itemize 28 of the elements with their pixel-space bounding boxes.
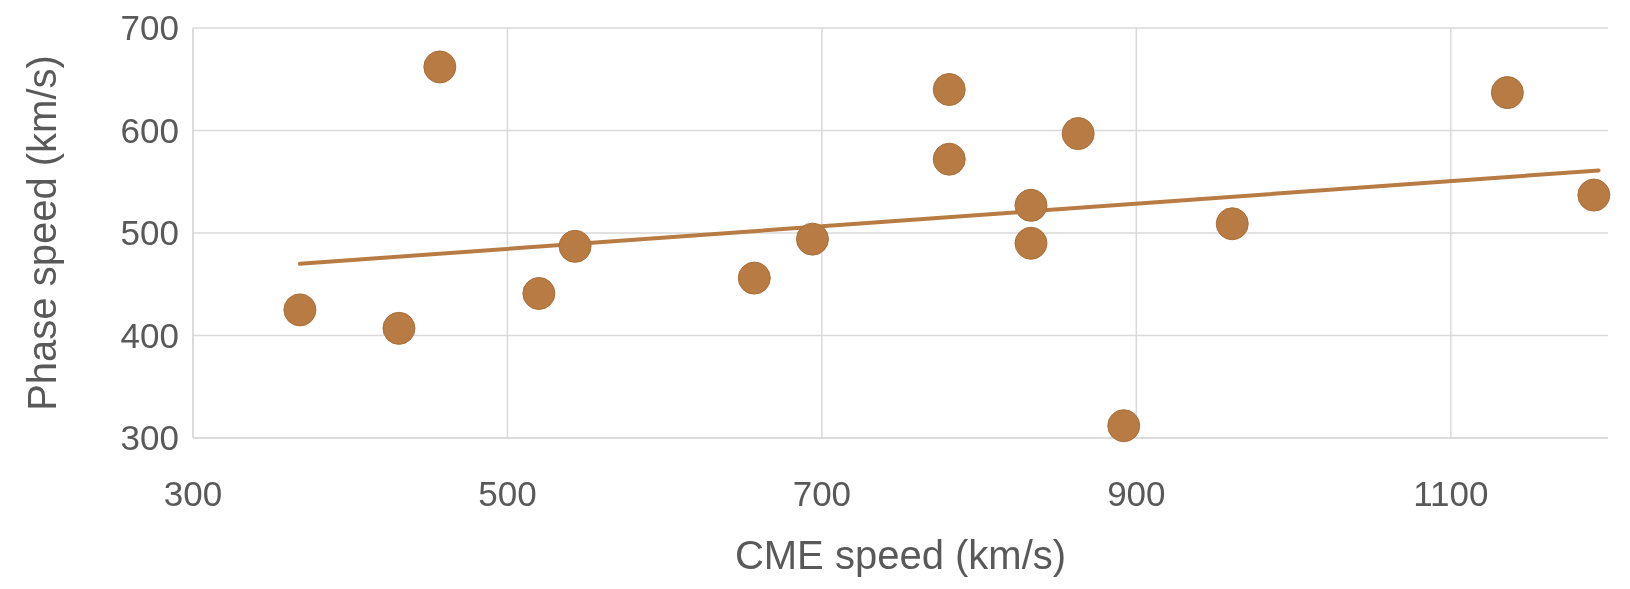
x-tick-label: 700 xyxy=(792,474,852,513)
x-tick-label: 1100 xyxy=(1413,474,1489,513)
point xyxy=(1490,76,1524,110)
y-tick-label: 400 xyxy=(120,315,179,355)
point xyxy=(795,222,829,256)
point xyxy=(932,73,966,106)
x-tick-label: 300 xyxy=(163,474,223,513)
x-tick-label: 900 xyxy=(1107,474,1166,513)
point xyxy=(1014,188,1048,222)
point xyxy=(1061,117,1095,151)
point xyxy=(1577,178,1611,212)
y-tick-label: 700 xyxy=(120,8,179,48)
point xyxy=(423,50,457,84)
point xyxy=(1215,207,1249,241)
point xyxy=(558,229,592,263)
y-axis-title: Phase speed (km/s) xyxy=(20,55,64,411)
point xyxy=(382,311,416,345)
x-axis-title: CME speed (km/s) xyxy=(734,533,1067,577)
point xyxy=(283,293,317,327)
point xyxy=(1107,409,1141,443)
y-tick-label: 500 xyxy=(120,213,179,253)
x-tick-label: 500 xyxy=(478,474,537,513)
point xyxy=(1014,226,1048,260)
y-tick-label: 300 xyxy=(120,418,179,458)
point xyxy=(522,276,556,310)
point xyxy=(737,261,771,295)
point xyxy=(932,142,966,176)
y-tick-label: 600 xyxy=(120,110,179,150)
